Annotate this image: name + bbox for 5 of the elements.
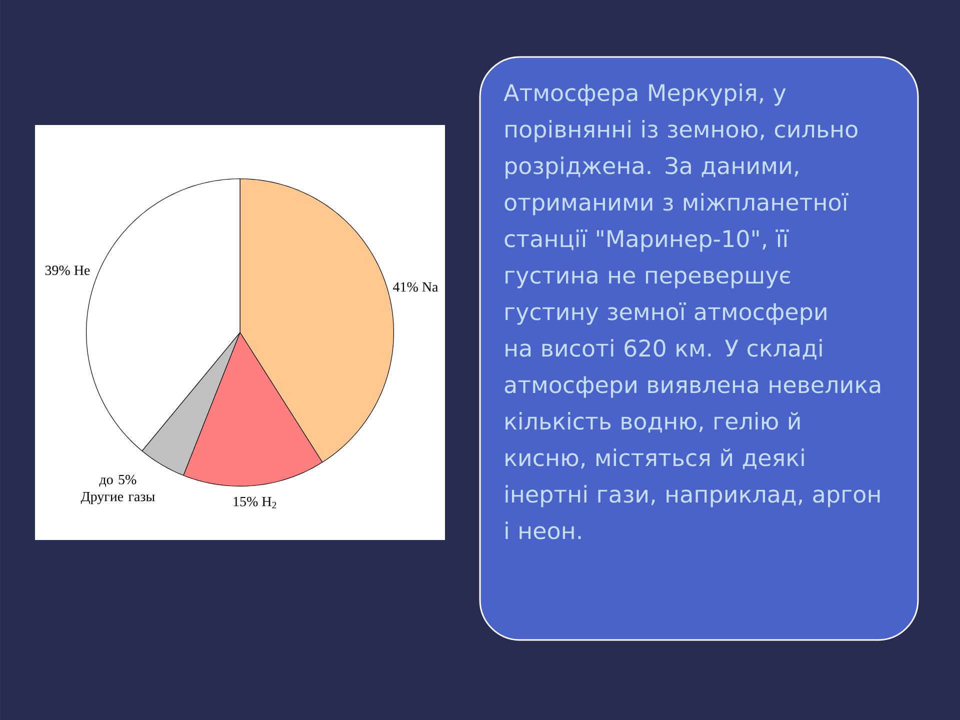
slice-label: 41% Na: [393, 282, 438, 292]
slice-label: 39% He: [45, 266, 90, 276]
slice-label: до 5% Другие газы: [80, 474, 155, 504]
slice-label: 15% H$_{2}$: [234, 496, 276, 508]
text: Атмосфера Меркурія, у порівнянні із земною, сильно розріджена. За даними, отриманими з міжпланетної станції "Маринер-10", її густина не перевершує густину земної атмосфери на висоті 620 км. У складі атмосфери виявлена невелика кількість водню, гелію й кисню, містяться й деякі інертні гази, наприклад, аргон і неон.: [504, 84, 880, 540]
